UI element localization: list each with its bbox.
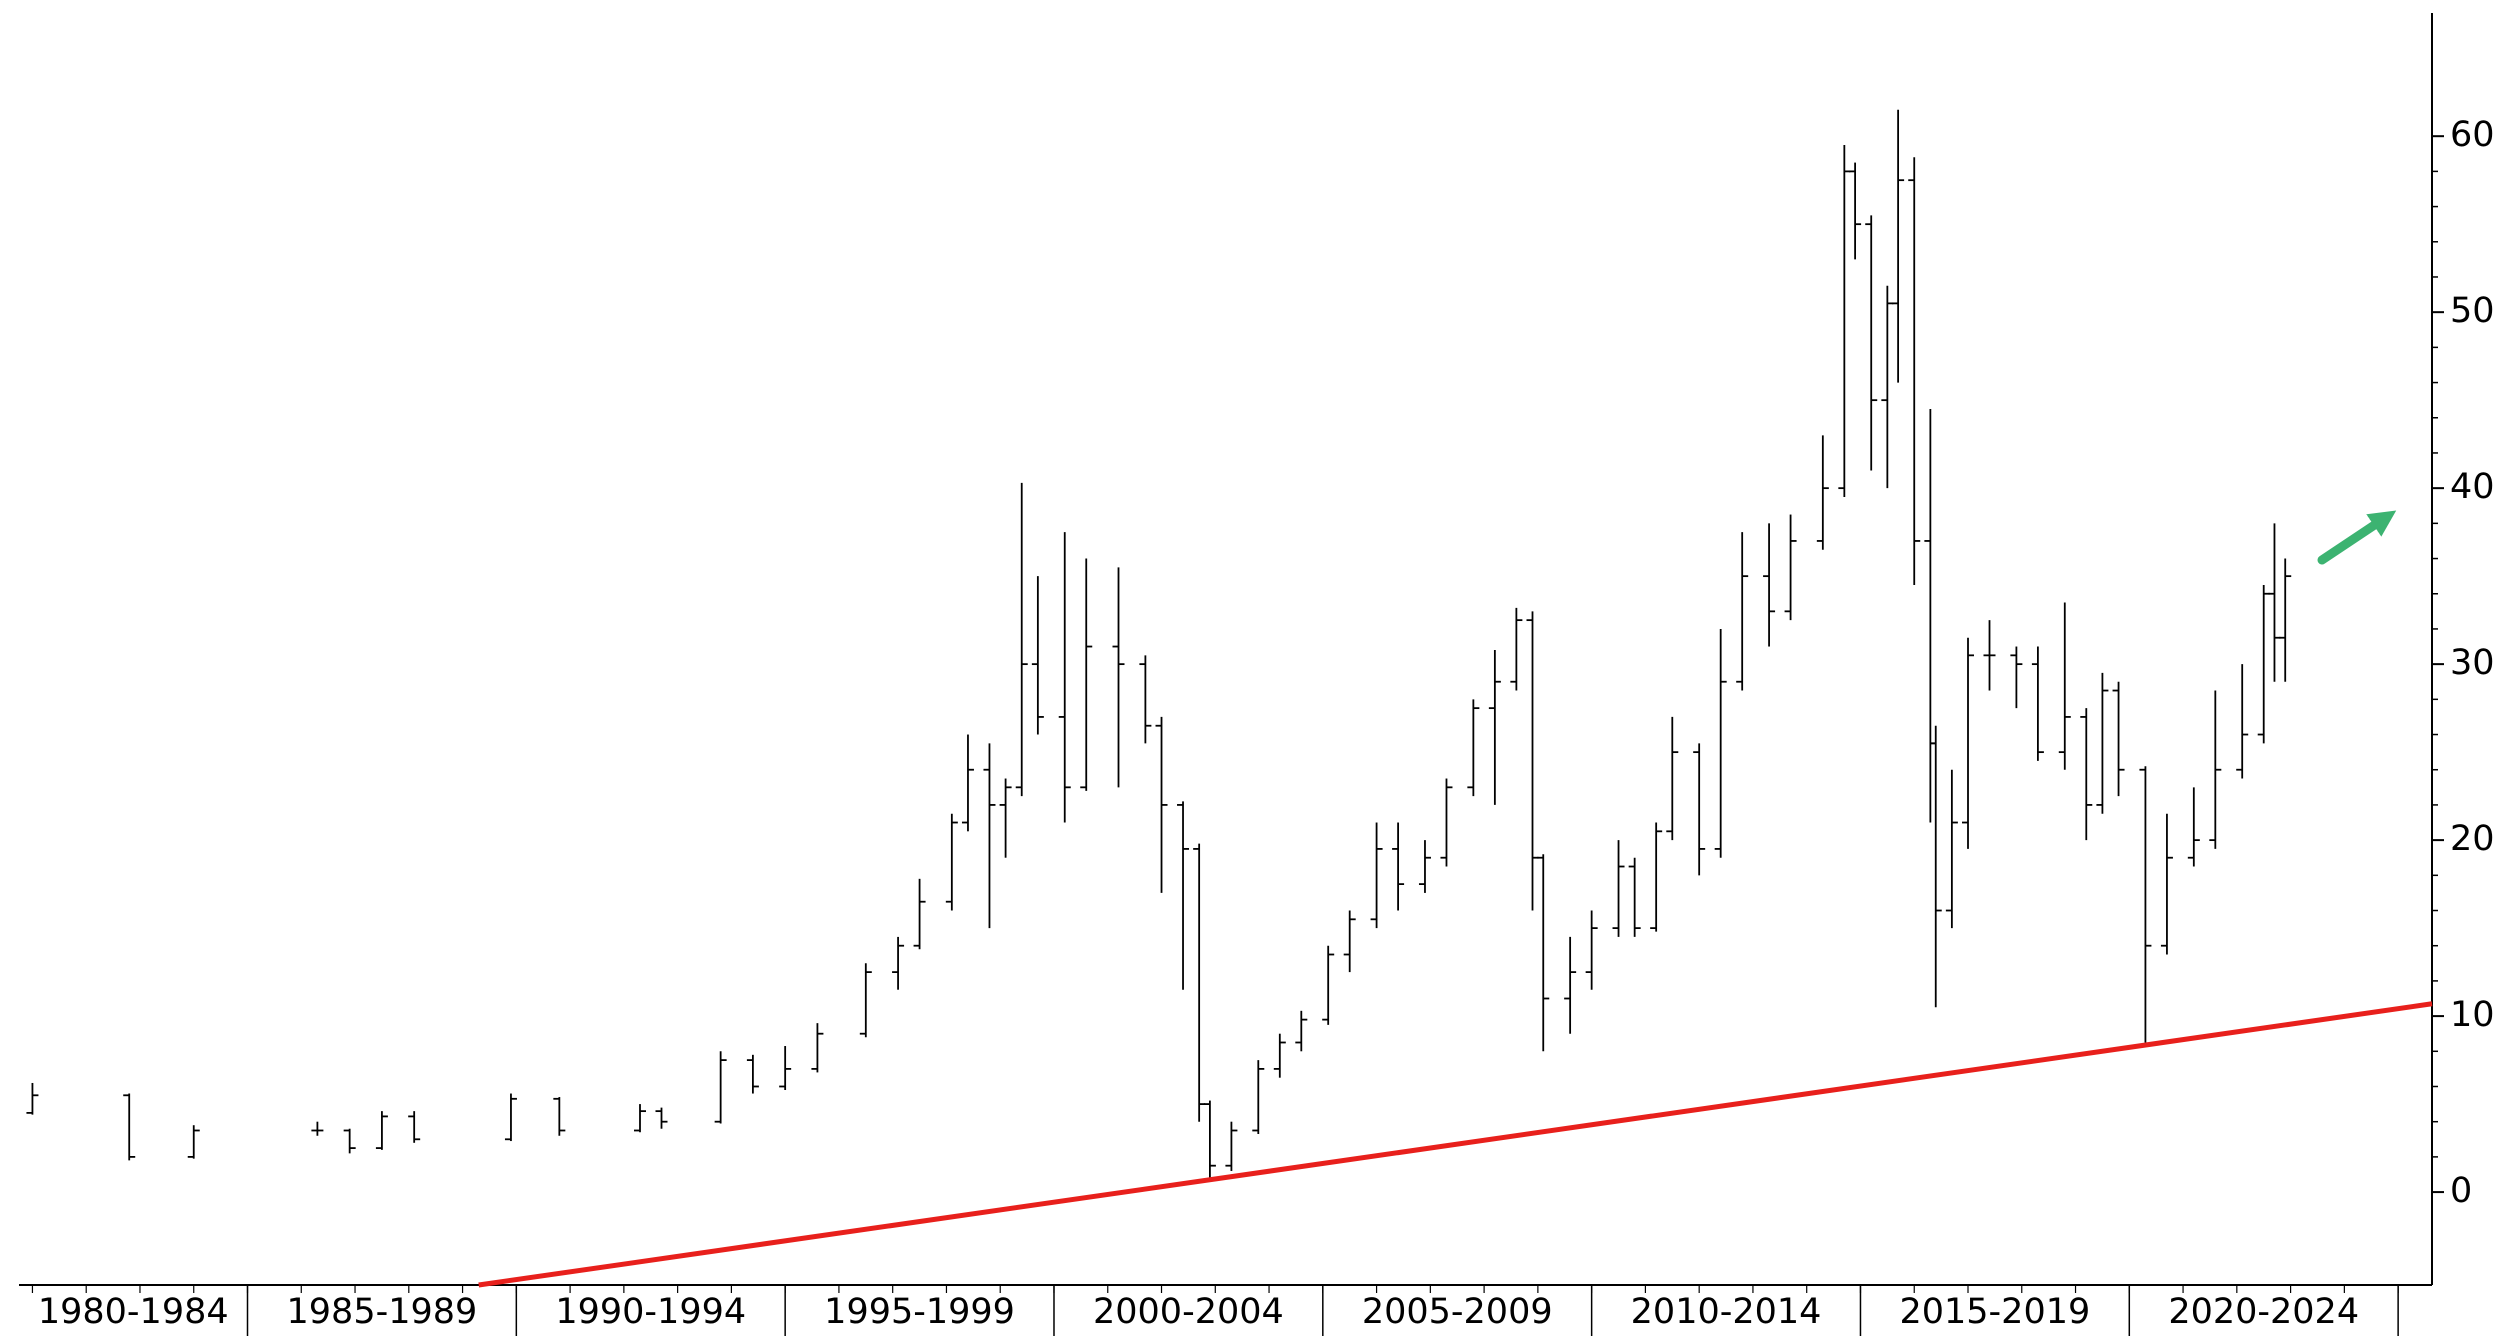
ohlc-bar — [1693, 743, 1706, 876]
ohlc-bar — [961, 734, 974, 832]
ohlc-bar — [2279, 558, 2292, 682]
x-category-label: 1985-1989 — [287, 1292, 478, 1332]
ohlc-bar — [2096, 672, 2109, 814]
ohlc-bar — [913, 878, 926, 950]
ohlc-bar — [1892, 109, 1905, 383]
ohlc-bar — [1628, 857, 1641, 937]
ohlc-bar — [1865, 215, 1878, 471]
ohlc-bar — [1666, 716, 1679, 841]
ohlc-bar — [1370, 822, 1383, 929]
ohlc-bar — [1392, 822, 1405, 911]
ohlc-bar — [1273, 1033, 1286, 1078]
ohlc-bar — [1467, 699, 1480, 797]
x-category-label: 1990-1994 — [555, 1292, 746, 1332]
ohlc-bar — [1155, 716, 1168, 893]
ohlc-bar — [1714, 628, 1727, 858]
ohlc-bar — [504, 1093, 517, 1142]
ohlc-bar — [633, 1104, 646, 1133]
ohlc-bar — [187, 1125, 200, 1159]
trend-arrow — [2317, 510, 2397, 565]
ohlc-bar — [1585, 910, 1598, 990]
y-tick-label: 30 — [2450, 643, 2495, 683]
ohlc-bar — [343, 1128, 356, 1154]
ohlc-bar — [2236, 664, 2249, 779]
ohlc-bar — [1295, 1010, 1308, 1052]
ohlc-bar — [123, 1093, 136, 1161]
ohlc-bar — [859, 963, 872, 1038]
ohlc-bar — [408, 1111, 421, 1143]
ohlc-bar — [1945, 769, 1958, 929]
ohlc-bar — [553, 1097, 566, 1136]
ohlc-bar — [1908, 157, 1921, 585]
ohlc-bar — [375, 1111, 388, 1150]
ohlc-bar — [1225, 1121, 1238, 1171]
y-tick-label: 50 — [2450, 291, 2495, 331]
ohlc-bar — [811, 1023, 824, 1073]
ohlc-bar — [1763, 523, 1776, 647]
ohlc-bar — [2112, 681, 2125, 797]
x-category-label: 2010-2014 — [1631, 1292, 1822, 1332]
x-category-label: 2000-2004 — [1093, 1292, 1284, 1332]
ohlc-bar — [1343, 910, 1356, 973]
ohlc-bar — [1015, 482, 1028, 797]
ohlc-bar — [2139, 766, 2152, 1043]
ohlc-bar — [1440, 778, 1453, 867]
ohlc-bar — [1112, 567, 1125, 788]
ohlc-bar — [714, 1051, 727, 1124]
ohlc-bar — [1929, 725, 1942, 1008]
ohlc-bar — [1564, 936, 1577, 1034]
ohlc-bar — [999, 778, 1012, 858]
x-category-label: 1980-1984 — [38, 1292, 229, 1332]
ohlc-bar — [746, 1054, 759, 1094]
ohlc-bar — [1962, 637, 1975, 849]
y-tick-label: 0 — [2450, 1171, 2472, 1211]
ohlc-bar — [26, 1082, 39, 1115]
ohlc-bar — [1612, 840, 1625, 937]
ohlc-bar — [2160, 813, 2173, 955]
y-tick-label: 60 — [2450, 115, 2495, 155]
ohlc-bar — [655, 1107, 668, 1129]
ohlc-bar — [2080, 708, 2093, 841]
x-category-label: 2015-2019 — [1899, 1292, 2090, 1332]
ohlc-bar — [1139, 655, 1152, 744]
ohlc-bar — [2010, 646, 2023, 709]
ohlc-bar — [1203, 1100, 1216, 1179]
x-category-label: 1995-1999 — [824, 1292, 1015, 1332]
ohlc-bar — [892, 936, 905, 990]
ohlc-bar — [1736, 532, 1749, 691]
ohlc-bar — [1058, 532, 1071, 823]
ohlc-bar — [311, 1121, 324, 1136]
ohlc-bar — [1080, 558, 1093, 791]
ohlc-bar — [1322, 945, 1335, 1025]
x-category-label: 2005-2009 — [1362, 1292, 1553, 1332]
trend-line — [478, 1001, 2433, 1288]
ohlc-bar — [2058, 602, 2071, 770]
y-tick-label: 20 — [2450, 819, 2495, 859]
ohlc-bar — [983, 743, 996, 929]
ohlc-bar — [1252, 1060, 1265, 1135]
y-tick-label: 10 — [2450, 995, 2495, 1035]
ohlc-bar — [1177, 801, 1190, 990]
ohlc-bar — [2209, 690, 2222, 849]
ohlc-bar — [1488, 650, 1501, 805]
ohlc-bar — [1537, 854, 1550, 1052]
ohlc-bar — [1816, 435, 1829, 550]
ohlc-bar — [1650, 822, 1663, 932]
ohlc-bar — [1849, 162, 1862, 260]
ohlc-bar — [1983, 620, 1996, 691]
ohlc-bar — [779, 1046, 792, 1091]
ohlc-bar — [1031, 576, 1044, 735]
y-tick-label: 40 — [2450, 467, 2495, 507]
ohlc-bar — [1418, 840, 1431, 893]
ohlc-bar — [1784, 514, 1797, 621]
ohlc-bar — [945, 813, 958, 911]
ohlc-bar — [1510, 607, 1523, 691]
ohlc-bar — [2187, 787, 2200, 867]
x-category-label: 2020-2024 — [2168, 1292, 2359, 1332]
ohlc-bar — [2031, 646, 2044, 761]
